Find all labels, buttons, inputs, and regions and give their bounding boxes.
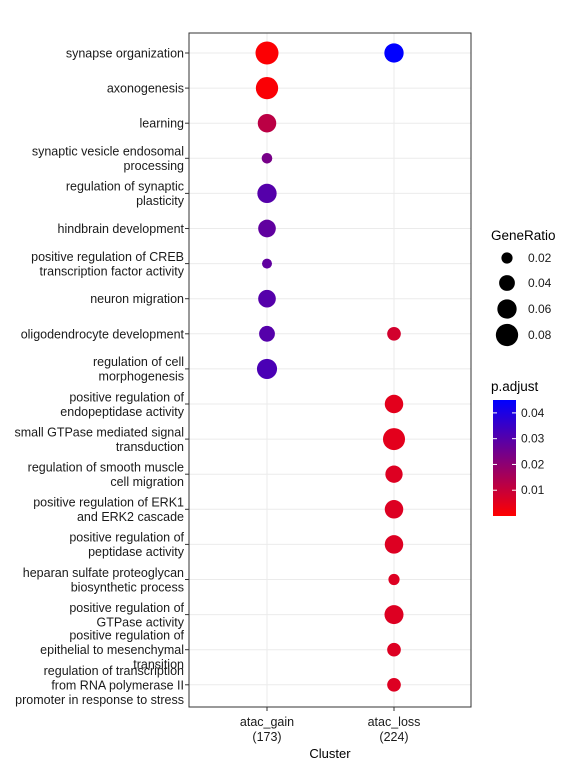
y-tick-label: regulation of smooth muscle [28,460,184,474]
x-axis-title: Cluster [309,746,351,761]
data-points [255,41,406,692]
y-tick-label: epithelial to mesenchymal [40,643,184,657]
data-point [387,677,401,692]
y-tick-label: processing [124,159,184,173]
x-tick-count: (224) [379,730,408,744]
size-legend-key [497,299,517,319]
y-tick-label: peptidase activity [88,545,185,559]
y-tick-label: cell migration [110,475,184,489]
data-point [258,219,276,238]
y-tick-label: morphogenesis [99,370,184,384]
y-tick-label: positive regulation of [69,629,184,643]
data-point [384,605,404,625]
y-tick-label: regulation of synaptic [66,180,184,194]
y-tick-label: and ERK2 cascade [77,510,184,524]
size-legend: GeneRatio 0.02 0.04 0.06 0.08 [491,228,556,347]
data-point [384,43,404,63]
size-legend-label: 0.04 [528,276,552,290]
size-legend-key [499,275,515,291]
data-point [382,428,406,451]
y-tick-label: plasticity [136,194,185,208]
data-point [259,325,275,342]
data-point [384,500,404,519]
y-tick-label: transduction [116,440,184,454]
data-point [257,113,277,133]
data-point [388,573,400,586]
data-point [255,76,279,100]
data-point [384,535,404,554]
x-tick-count: (173) [252,730,281,744]
y-tick-label: hindbrain development [58,222,185,236]
y-tick-label: heparan sulfate proteoglycan [23,566,184,580]
color-legend-title: p.adjust [491,379,539,394]
data-point [255,41,279,65]
size-legend-key [501,252,513,264]
y-tick-label: oligodendrocyte development [21,327,185,341]
size-legend-label: 0.06 [528,302,552,316]
color-legend-label: 0.04 [521,406,545,420]
data-point [387,642,401,657]
size-legend-label: 0.08 [528,328,552,342]
y-tick-label: regulation of cell [93,355,184,369]
size-legend-label: 0.02 [528,251,552,265]
color-legend-label: 0.03 [521,432,545,446]
y-axis-labels: synapse organization axonogenesis learning… [14,47,189,707]
y-tick-label: synapse organization [66,47,184,61]
y-tick-label: promoter in response to stress [15,693,184,707]
data-point [258,289,276,308]
y-tick-label: biosynthetic process [71,580,184,594]
y-tick-label: learning [140,117,185,131]
y-tick-label: transcription factor activity [40,264,185,278]
data-point [257,183,277,204]
y-tick-label: GTPase activity [96,615,184,629]
data-point [387,326,401,341]
size-legend-title: GeneRatio [491,228,556,243]
y-tick-label: small GTPase mediated signal [14,425,184,439]
y-tick-label: positive regulation of [69,390,184,404]
y-tick-label: positive regulation of [69,601,184,615]
x-tick-label: atac_gain [240,715,294,729]
y-tick-label: regulation of transcription [44,664,184,678]
grid-lines [189,33,471,707]
color-legend: p.adjust 0.01 0.02 0.03 0.04 [491,379,545,516]
color-legend-label: 0.02 [521,457,545,471]
x-tick-label: atac_loss [368,715,421,729]
color-legend-bar [493,400,516,516]
y-tick-label: neuron migration [90,292,184,306]
y-tick-label: positive regulation of CREB [31,250,184,264]
size-legend-key [495,323,519,347]
y-tick-label: transition [133,658,184,672]
x-axis-labels: atac_gain(173) atac_loss(224) [240,707,421,744]
y-tick-label: positive regulation of ERK1 [33,496,184,510]
y-tick-label: positive regulation of [69,531,184,545]
data-point [384,394,404,414]
plot-panel [188,32,472,708]
data-point [262,258,272,269]
color-legend-label: 0.01 [521,483,545,497]
y-tick-label: endopeptidase activity [60,405,184,419]
data-point [261,153,273,164]
y-tick-label: from RNA polymerase II [51,678,184,692]
data-point [385,465,403,483]
y-tick-label: axonogenesis [107,82,184,96]
y-tick-label: synaptic vesicle endosomal [32,145,184,159]
data-point [256,358,278,379]
